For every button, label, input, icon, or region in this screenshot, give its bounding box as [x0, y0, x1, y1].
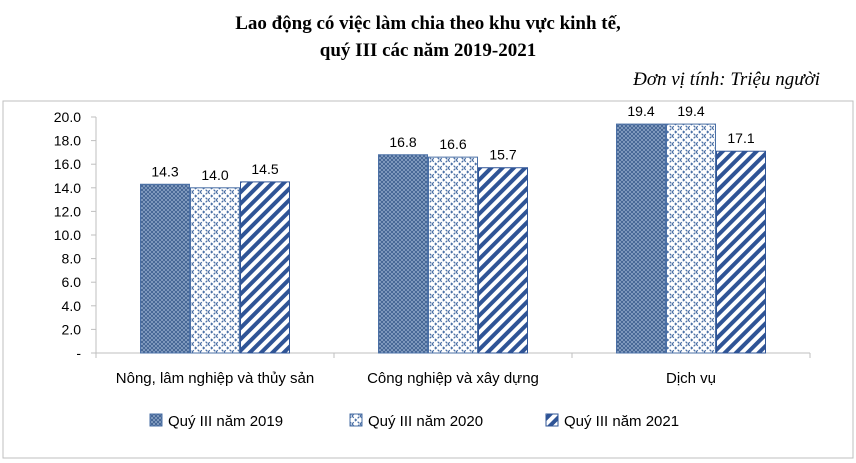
bars: [140, 123, 766, 354]
x-axis-categories: Nông, lâm nghiệp và thủy sản Công nghiệp …: [95, 353, 811, 387]
bar-series2-1: [428, 156, 478, 354]
y-tick-label: 6.0: [62, 274, 82, 290]
y-tick-label: -: [76, 345, 81, 361]
y-tick-label: 14.0: [54, 180, 81, 196]
data-label: 15.7: [489, 147, 516, 163]
chart-title-line2: quý III các năm 2019-2021: [320, 40, 536, 61]
legend-swatch: [149, 413, 163, 427]
data-label: 14.0: [201, 167, 228, 183]
legend-label: Quý III năm 2021: [564, 413, 679, 430]
category-label: Dịch vụ: [666, 370, 716, 387]
bar-series1-1: [378, 154, 428, 354]
data-label: 14.3: [151, 163, 178, 179]
data-labels: 14.3 16.8 19.4 14.0 16.6 19.4 14.5 15.7 17.1: [151, 103, 754, 183]
y-tick-label: 2.0: [62, 321, 82, 337]
category-label: Nông, lâm nghiệp và thủy sản: [116, 370, 314, 387]
legend-swatch: [349, 413, 363, 427]
y-tick-label: 10.0: [54, 227, 81, 243]
legend-label: Quý III năm 2019: [168, 413, 283, 430]
data-label: 16.8: [389, 134, 416, 150]
legend-label: Quý III năm 2020: [368, 413, 483, 430]
y-tick-label: 18.0: [54, 133, 81, 149]
y-axis-ticks: - 2.0 4.0 6.0 8.0 10.0 12.0 14.0 16.0 18.0 20.0: [54, 109, 96, 361]
bar-series3-0: [240, 181, 290, 354]
y-tick-label: 4.0: [62, 298, 82, 314]
y-tick-label: 8.0: [62, 251, 82, 267]
chart-title-line1: Lao động có việc làm chia theo khu vực k…: [235, 13, 621, 34]
bar-series3-1: [478, 167, 528, 354]
data-label: 19.4: [677, 103, 704, 119]
category-label: Công nghiệp và xây dựng: [367, 370, 539, 387]
data-label: 17.1: [727, 130, 754, 146]
y-tick-label: 20.0: [54, 109, 81, 125]
data-label: 19.4: [627, 103, 654, 119]
y-tick-label: 16.0: [54, 156, 81, 172]
unit-label: Đơn vị tính: Triệu người: [632, 69, 820, 90]
legend: Quý III năm 2019 Quý III năm 2020 Quý III …: [149, 413, 679, 430]
y-tick-label: 12.0: [54, 203, 81, 219]
bar-series1-2: [616, 123, 666, 354]
bar-series3-2: [716, 150, 766, 354]
bar-series2-2: [666, 123, 716, 354]
legend-swatch: [545, 413, 559, 427]
data-label: 16.6: [439, 136, 466, 152]
bar-series1-0: [140, 183, 190, 354]
bar-series2-0: [190, 187, 240, 354]
data-label: 14.5: [251, 161, 278, 177]
chart-border: [2, 100, 854, 459]
